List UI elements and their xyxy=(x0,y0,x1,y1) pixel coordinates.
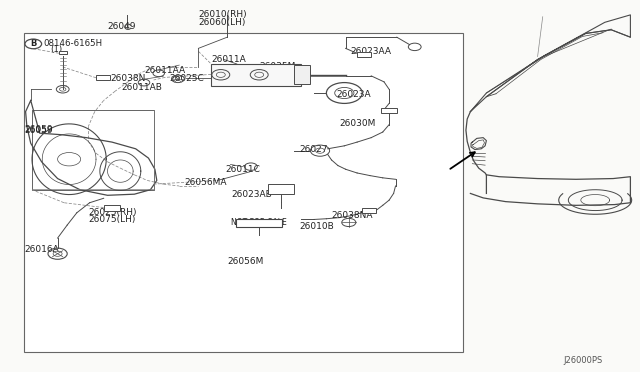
Text: 26059: 26059 xyxy=(24,125,53,134)
Text: 26025(RH): 26025(RH) xyxy=(88,208,137,217)
Bar xyxy=(381,108,397,113)
Bar xyxy=(96,75,110,80)
Bar xyxy=(59,51,67,54)
Bar xyxy=(294,65,310,84)
Text: B: B xyxy=(30,39,36,48)
Text: 26011AB: 26011AB xyxy=(122,83,163,92)
Text: 26038N: 26038N xyxy=(111,74,146,83)
Text: 26011A: 26011A xyxy=(211,55,246,64)
Text: 26035M: 26035M xyxy=(259,62,296,71)
Text: 26049: 26049 xyxy=(108,22,136,31)
Text: NOT FOR SALE: NOT FOR SALE xyxy=(230,218,287,227)
Text: 26030M: 26030M xyxy=(339,119,376,128)
Text: (1): (1) xyxy=(50,45,62,54)
Text: 08146-6165H: 08146-6165H xyxy=(44,39,102,48)
Bar xyxy=(211,64,301,86)
Bar xyxy=(362,208,376,213)
Text: 26016A: 26016A xyxy=(24,245,59,254)
Text: 26059: 26059 xyxy=(24,126,53,135)
Bar xyxy=(24,33,463,352)
Text: 26075(LH): 26075(LH) xyxy=(88,215,136,224)
Text: 26023AA: 26023AA xyxy=(351,47,392,56)
Bar xyxy=(104,205,120,211)
Bar xyxy=(357,52,371,57)
Bar xyxy=(32,110,154,190)
Bar xyxy=(268,184,294,194)
Text: 26056M: 26056M xyxy=(227,257,264,266)
Text: 26010(RH): 26010(RH) xyxy=(198,10,247,19)
Text: 26027: 26027 xyxy=(300,145,328,154)
Text: 26011C: 26011C xyxy=(225,165,260,174)
Text: J26000PS: J26000PS xyxy=(563,356,602,365)
Text: 26011AA: 26011AA xyxy=(144,66,185,75)
Text: 26010B: 26010B xyxy=(300,222,334,231)
Bar xyxy=(236,219,282,227)
Text: 26023A: 26023A xyxy=(336,90,371,99)
Text: 26056MA: 26056MA xyxy=(184,178,227,187)
Text: 26023AB: 26023AB xyxy=(232,190,273,199)
Text: 26060(LH): 26060(LH) xyxy=(198,18,246,27)
Text: 26025C: 26025C xyxy=(170,74,204,83)
Text: 26038NA: 26038NA xyxy=(332,211,373,220)
